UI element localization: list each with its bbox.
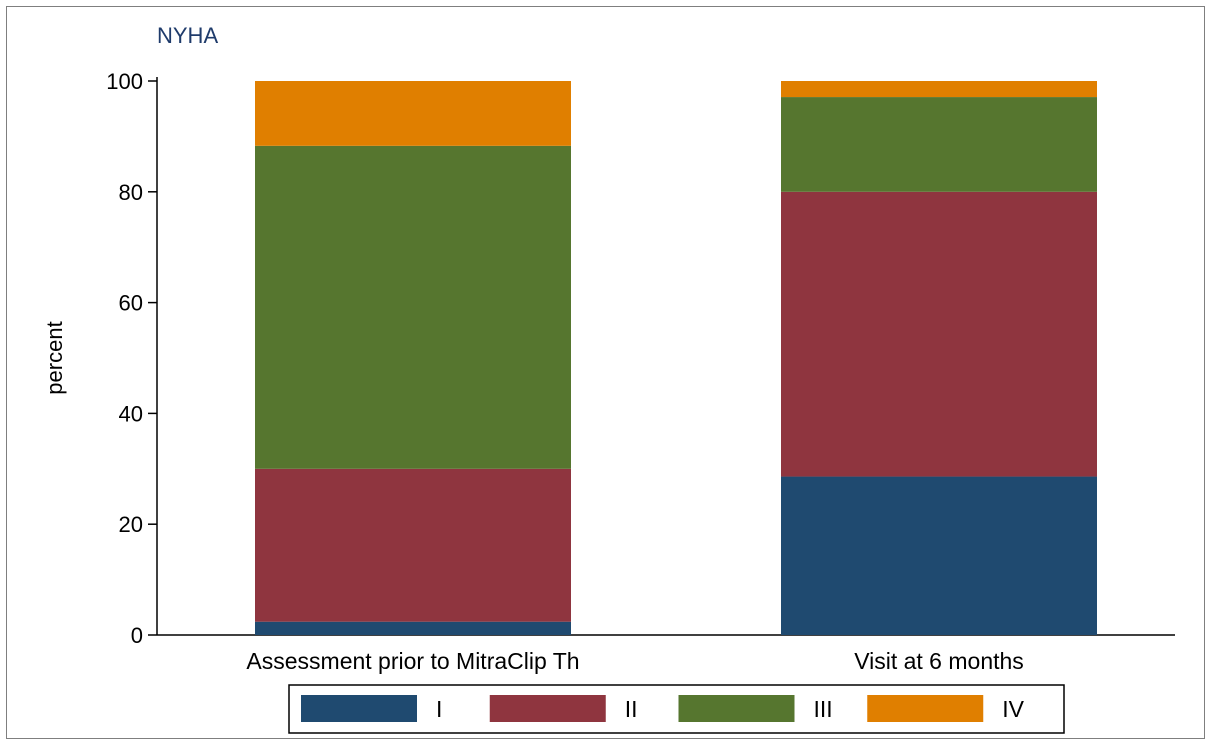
chart-title: NYHA (157, 23, 218, 48)
chart-frame: NYHA percent 0 20 40 60 80 100 Assessment pri… (6, 6, 1205, 739)
y-axis-label: percent (42, 321, 67, 394)
category-label: Visit at 6 months (854, 648, 1024, 674)
legend-swatch (489, 695, 606, 722)
y-tick-label: 0 (131, 623, 143, 648)
y-tick-label: 40 (119, 401, 143, 426)
bar-segment (255, 81, 571, 146)
legend: I II III IV (288, 684, 1065, 734)
bar-segment (781, 97, 1097, 192)
bar-segment (255, 468, 571, 622)
y-tick-label: 20 (119, 512, 143, 537)
legend-swatch (678, 695, 795, 722)
legend-label: IV (1002, 696, 1024, 722)
category-labels: Assessment prior to MitraClip Th Visit at… (246, 648, 1023, 674)
legend-label: III (814, 696, 833, 722)
bar-segment (255, 145, 571, 469)
legend-label: I (436, 696, 442, 722)
category-label: Assessment prior to MitraClip Th (246, 648, 579, 674)
y-tick-label: 60 (119, 291, 143, 316)
y-axis-ticks: 0 20 40 60 80 100 (106, 69, 157, 648)
legend-swatch (867, 695, 984, 722)
bar-segment (781, 476, 1097, 635)
bars-group (255, 81, 1097, 635)
bar-segment (781, 81, 1097, 98)
nyha-stacked-bar-chart: NYHA percent 0 20 40 60 80 100 Assessment pri… (42, 23, 1175, 734)
legend-label: II (625, 696, 638, 722)
y-tick-label: 80 (119, 180, 143, 205)
y-tick-label: 100 (106, 69, 143, 94)
bar-segment (781, 191, 1097, 477)
legend-swatch (301, 695, 417, 722)
bar-segment (255, 621, 571, 635)
